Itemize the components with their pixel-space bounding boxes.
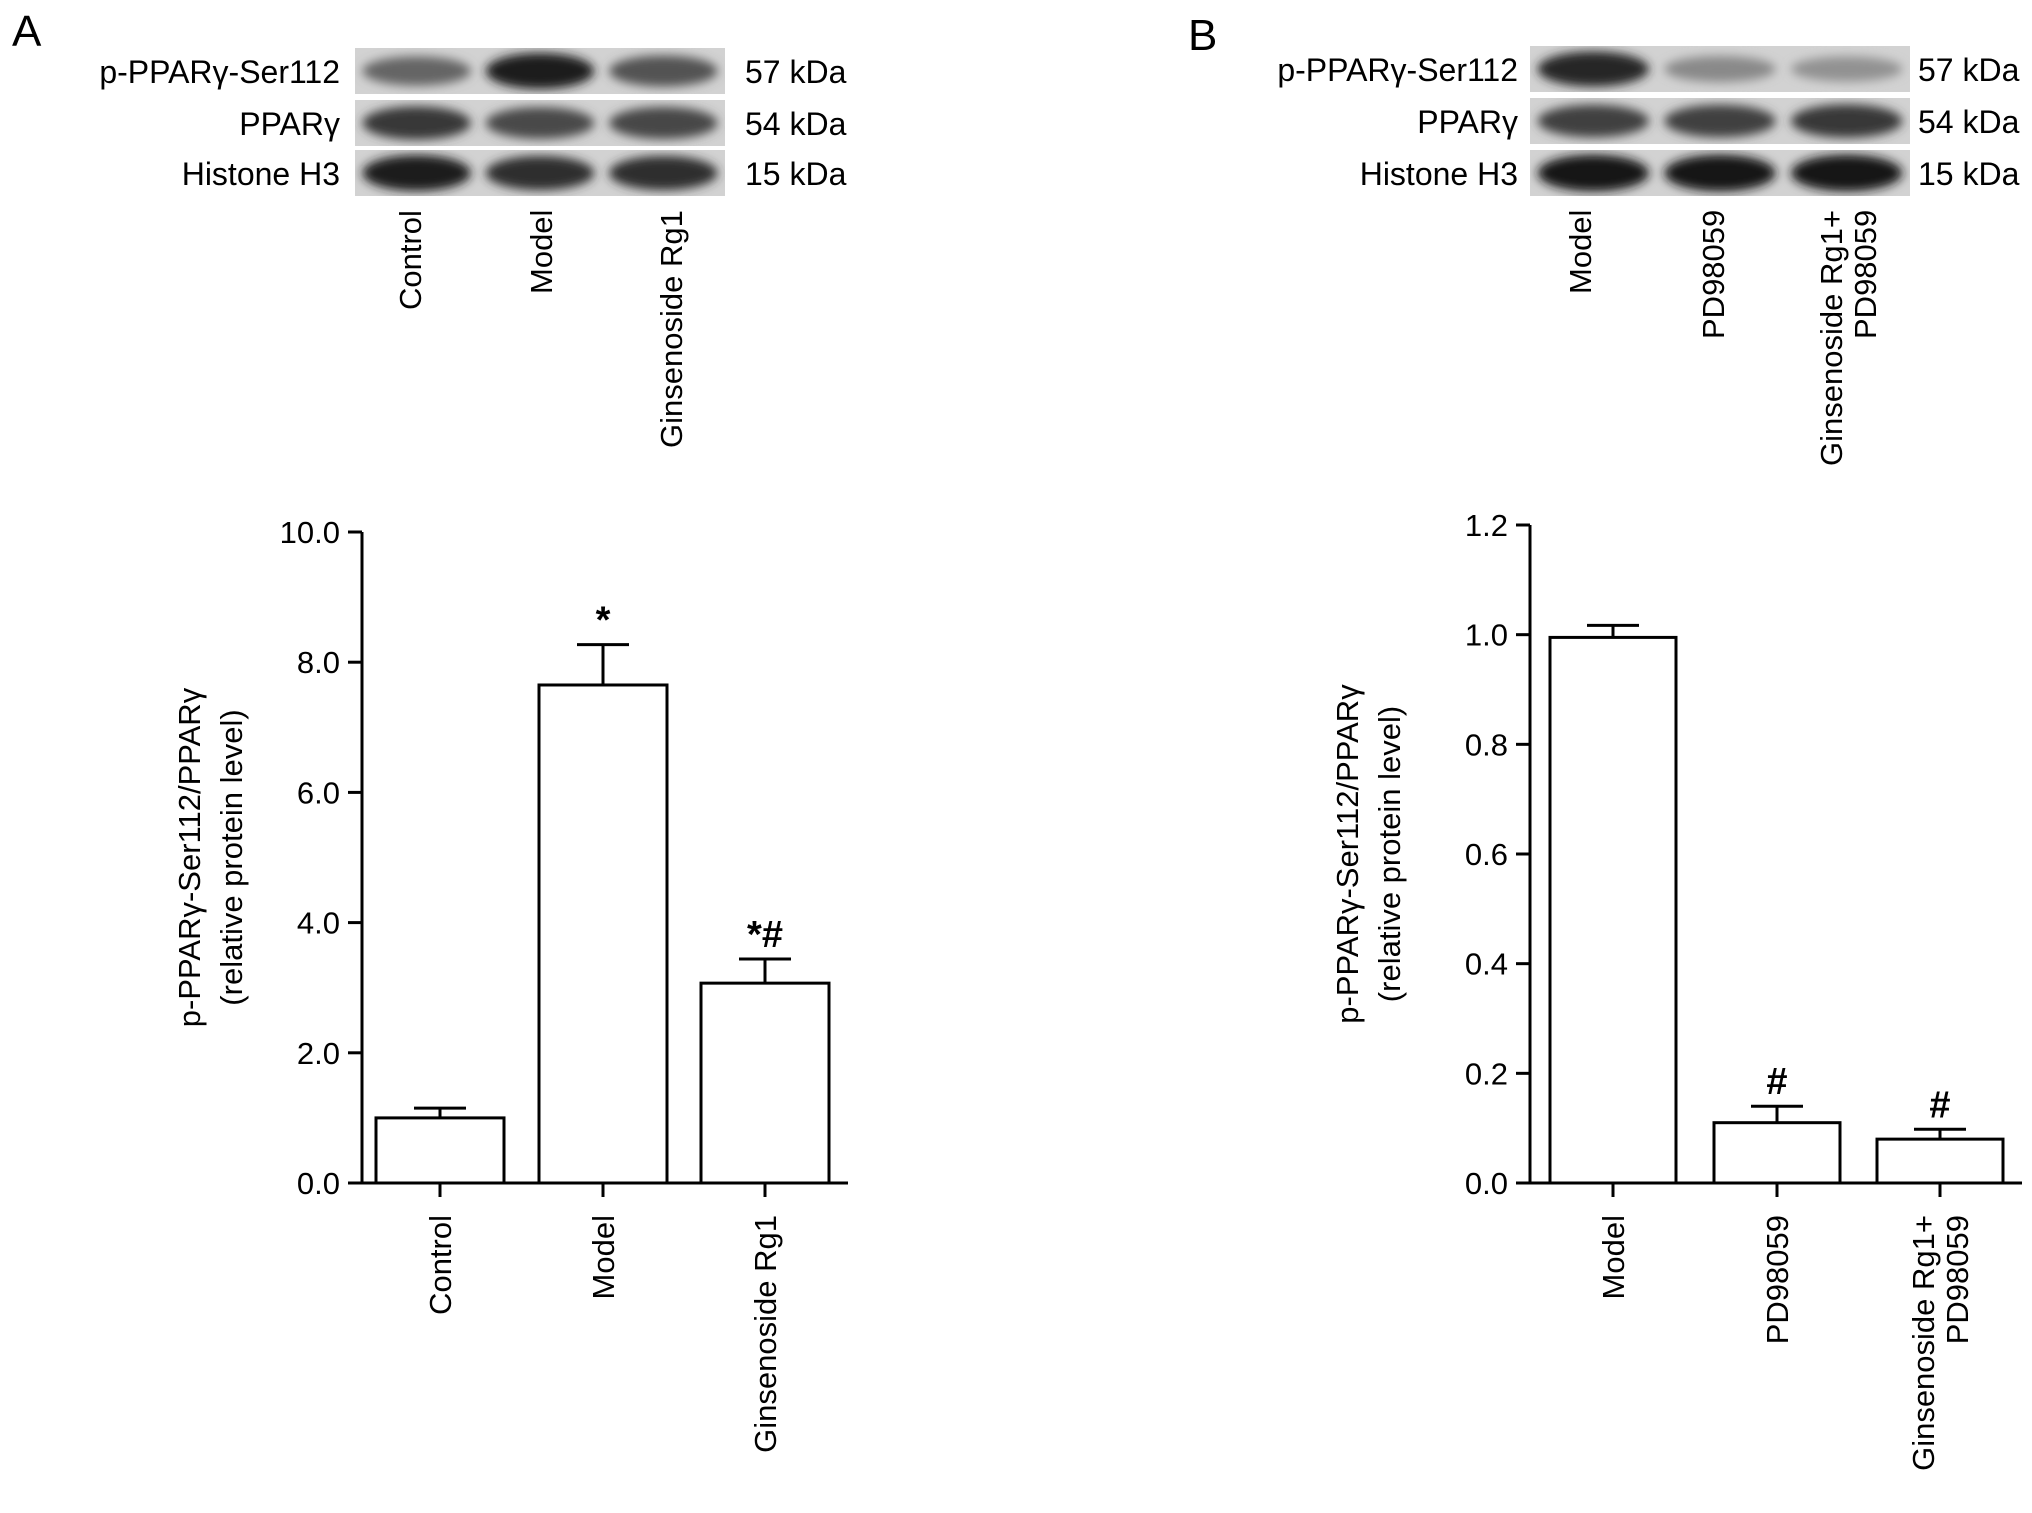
- blot-band: [1790, 154, 1903, 192]
- blot-band: [1537, 104, 1650, 138]
- y-tick-label: 1.2: [1465, 508, 1508, 543]
- y-tick-label: 8.0: [297, 645, 340, 680]
- y-tick-label: 10.0: [280, 515, 340, 550]
- blot-band: [485, 155, 595, 191]
- panel-letter: B: [1188, 11, 1218, 60]
- y-tick-label: 0.8: [1465, 727, 1508, 762]
- x-tick-label: Ginsenoside Rg1: [748, 1215, 783, 1453]
- y-tick-label: 6.0: [297, 775, 340, 810]
- bar-chart: 0.0 2.0 4.0 6.0 8.0 10.0 p-PPARγ-Ser112/PPARγ(…: [172, 515, 848, 1453]
- blot-row-label: p-PPARγ-Ser112: [1277, 52, 1518, 88]
- blot-row-label: Histone H3: [1359, 156, 1518, 192]
- blot-strip: [355, 48, 725, 94]
- y-axis-label: (relative protein level): [214, 709, 249, 1005]
- bar: [699, 981, 831, 1185]
- blot-molecular-weight: 54 kDa: [745, 106, 847, 142]
- blot-strip: [1530, 46, 1910, 92]
- panel-letter: A: [12, 7, 42, 56]
- blot-strip: [355, 150, 725, 196]
- y-axis-label: (relative protein level): [1372, 706, 1407, 1002]
- blot-band: [362, 106, 471, 140]
- blot-row-label: PPARγ: [239, 106, 340, 142]
- y-axis-label: p-PPARγ-Ser112/PPARγ: [1330, 684, 1365, 1024]
- blot-band: [1664, 55, 1776, 83]
- blot-band: [609, 55, 718, 87]
- blot-row-label: PPARγ: [1417, 104, 1518, 140]
- x-tick-label: Control: [423, 1215, 458, 1315]
- bar: [1875, 1137, 2005, 1185]
- blot-strip: [1530, 150, 1910, 196]
- y-tick-label: 0.0: [297, 1166, 340, 1201]
- blot-molecular-weight: 57 kDa: [745, 54, 847, 90]
- blot-band: [362, 155, 471, 191]
- x-tick-label: PD98059: [1760, 1215, 1795, 1344]
- blot-band: [609, 106, 718, 140]
- y-tick-label: 0.2: [1465, 1056, 1508, 1091]
- bar: [1548, 635, 1678, 1185]
- panel-b: B p-PPARγ-Ser112 57 kDa PPARγ 54 kDa Histone…: [1000, 0, 2032, 1513]
- y-tick-label: 0.0: [1465, 1166, 1508, 1201]
- blot-strip: [355, 100, 725, 146]
- significance-marker: *: [596, 600, 611, 642]
- y-tick-label: 0.4: [1465, 947, 1508, 982]
- blot-molecular-weight: 15 kDa: [1918, 156, 2020, 192]
- y-axis-label: p-PPARγ-Ser112/PPARγ: [172, 687, 207, 1027]
- blot-band: [1790, 56, 1903, 82]
- panel-a: A p-PPARγ-Ser112 57 kDa PPARγ 54 kDa Histone…: [0, 0, 1000, 1513]
- x-tick-label: Ginsenoside Rg1+: [1906, 1215, 1941, 1471]
- y-tick-label: 2.0: [297, 1036, 340, 1071]
- blot-band: [1790, 104, 1903, 138]
- x-tick-label: PD98059: [1940, 1215, 1975, 1344]
- y-tick-label: 4.0: [297, 906, 340, 941]
- blot-band: [1664, 154, 1776, 192]
- blot-band: [1537, 154, 1650, 192]
- blot-molecular-weight: 57 kDa: [1918, 52, 2020, 88]
- bar: [374, 1116, 506, 1185]
- blot-row-label: p-PPARγ-Ser112: [99, 54, 340, 90]
- blot-molecular-weight: 15 kDa: [745, 156, 847, 192]
- blot-row-label: Histone H3: [181, 156, 340, 192]
- significance-marker: #: [1929, 1084, 1950, 1126]
- blot-band: [362, 56, 471, 86]
- blot-band: [1664, 104, 1776, 138]
- blot-band: [485, 107, 595, 139]
- bar: [537, 683, 669, 1185]
- x-tick-label: Model: [1596, 1215, 1631, 1299]
- x-tick-label: Model: [586, 1215, 621, 1299]
- blot-band: [485, 53, 595, 89]
- blot-strip: [1530, 98, 1910, 144]
- y-tick-label: 0.6: [1465, 837, 1508, 872]
- bar-chart: 0.0 0.2 0.4 0.6 0.8 1.0 1.2 p-PPARγ-Ser112/PPAR…: [1330, 508, 2022, 1471]
- bar: [1712, 1121, 1842, 1185]
- y-tick-label: 1.0: [1465, 618, 1508, 653]
- significance-marker: *#: [747, 914, 783, 956]
- blot-molecular-weight: 54 kDa: [1918, 104, 2020, 140]
- blot-band: [1537, 51, 1650, 87]
- significance-marker: #: [1766, 1061, 1787, 1103]
- blot-band: [609, 155, 718, 191]
